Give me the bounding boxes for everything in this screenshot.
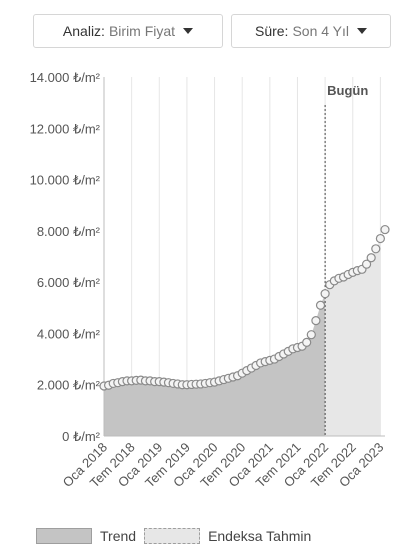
data-point	[302, 337, 312, 348]
sure-label: Süre:	[254, 23, 289, 39]
analiz-value: Birim Fiyat	[108, 23, 176, 39]
data-point	[306, 330, 316, 340]
y-tick-label: 4.000 ₺/m²	[37, 326, 101, 341]
sure-dropdown[interactable]: Süre: Son 4 Yıl	[231, 14, 391, 48]
data-point	[371, 244, 381, 254]
data-point	[311, 316, 321, 326]
series-area-forecast	[325, 238, 381, 436]
sure-value: Son 4 Yıl	[292, 23, 350, 39]
analiz-label: Analiz:	[62, 23, 105, 39]
caret-down-icon	[357, 28, 368, 34]
series-area-trend	[104, 293, 326, 436]
data-point	[366, 253, 376, 263]
legend-label-forecast: Endeksa Tahmin	[208, 528, 312, 544]
data-point	[315, 300, 326, 310]
y-tick-label: 14.000 ₺/m²	[30, 70, 101, 85]
chart-legend: Trend Endeksa Tahmin	[36, 528, 319, 544]
today-annotation: Bugün	[327, 83, 368, 98]
y-tick-label: 6.000 ₺/m²	[37, 275, 101, 290]
legend-label-trend: Trend	[100, 528, 137, 544]
y-tick-label: 10.000 ₺/m²	[30, 173, 101, 188]
data-point	[361, 259, 372, 269]
legend-swatch-trend	[36, 528, 92, 544]
data-point	[380, 224, 390, 235]
data-point	[320, 289, 330, 299]
y-tick-label: 2.000 ₺/m²	[37, 378, 101, 393]
caret-down-icon	[183, 28, 194, 34]
y-tick-label: 0 ₺/m²	[62, 429, 101, 444]
y-tick-label: 12.000 ₺/m²	[30, 121, 101, 136]
y-tick-label: 8.000 ₺/m²	[37, 224, 101, 239]
data-point	[375, 233, 385, 244]
analiz-dropdown[interactable]: Analiz: Birim Fiyat	[33, 14, 223, 48]
legend-swatch-forecast	[144, 528, 201, 544]
